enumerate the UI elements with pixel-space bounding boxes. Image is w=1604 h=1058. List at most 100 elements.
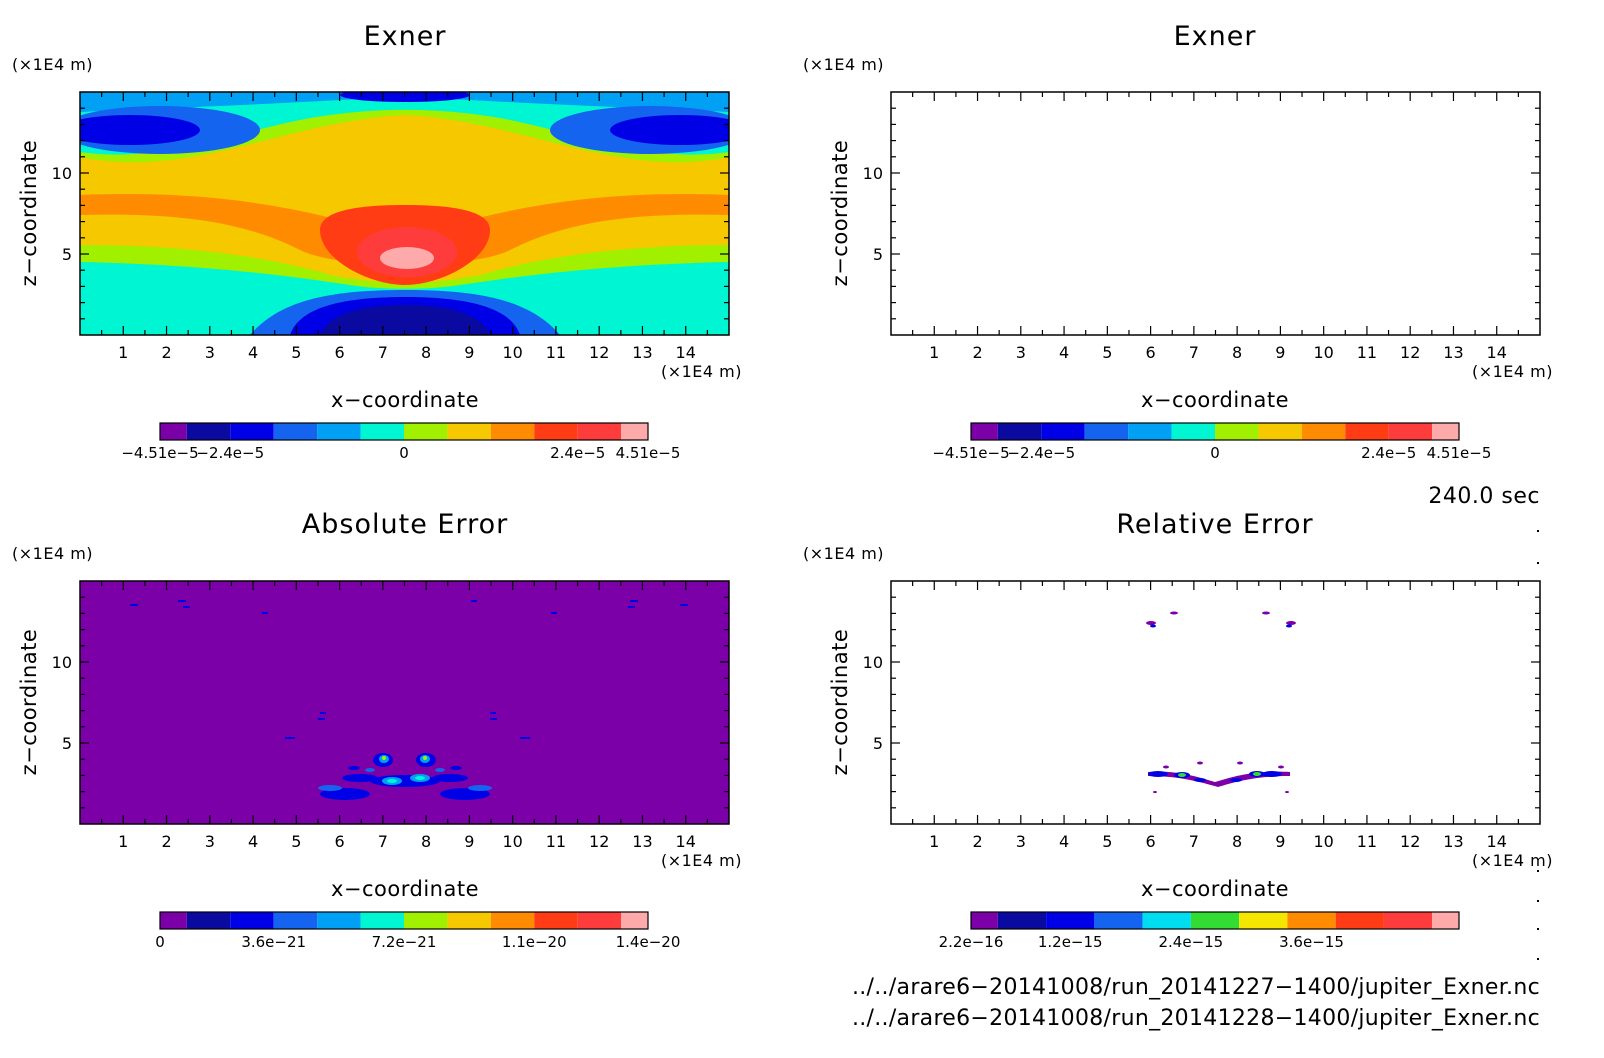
colorbar-swatch [997,423,1042,440]
contour-band [380,247,434,269]
colorbar-swatch [273,912,318,929]
x-tick-label: 4 [1059,832,1069,851]
colorbar-swatch [273,423,318,440]
x-tick-label: 6 [1146,832,1156,851]
contour-band [80,115,200,145]
panel-title: Exner [364,21,447,52]
colorbar-swatch [1345,423,1389,440]
z-tick-label: 10 [863,164,883,183]
axis-ticks [891,581,1540,824]
colorbar-label: 2.4e−5 [550,444,605,462]
colorbar-swatch [1041,423,1085,440]
x-tick-label: 1 [929,343,939,362]
x-tick-label: 5 [291,343,301,362]
x-tick-label: 4 [1059,343,1069,362]
colorbar-swatch [1239,912,1288,929]
colorbar-swatch [971,423,998,440]
z-axis-label: z−coordinate [17,140,41,287]
contour-band [871,106,1071,154]
colorbar-swatch [1215,423,1259,440]
z-tick-label: 5 [62,734,72,753]
colorbar-label: −2.4e−5 [1007,444,1075,462]
colorbar-label: −2.4e−5 [196,444,264,462]
colorbar: 2.2e−16 1.2e−15 2.4e−15 3.6e−15 [939,911,1460,951]
z-tick-labels: 5 10 [863,653,883,753]
axis-ticks [80,581,729,824]
contour-band [891,92,1540,162]
x-tick-label: 14 [676,343,696,362]
x-tick-label: 13 [632,832,652,851]
x-tick-label: 14 [1487,343,1507,362]
colorbar-label: 4.51e−5 [1427,444,1492,462]
x-tick-label: 9 [464,343,474,362]
x-tick-label: 6 [1146,343,1156,362]
z-axis-label: z−coordinate [828,140,852,287]
colorbar-swatch [490,912,535,929]
contour-band [80,92,729,155]
panel-exner-left: Exner (×1E4 m) 1 2 3 4 5 6 7 8 9 10 11 12 13 14 510 [12,21,742,462]
x-tick-label: 12 [589,343,609,362]
colorbar-swatch [534,912,578,929]
colorbar-swatch [1171,423,1215,440]
colorbar-swatch [997,912,1047,929]
z-tick-label: 10 [863,653,883,672]
x-tick-label: 11 [546,832,566,851]
z-unit-label: (×1E4 m) [803,55,884,74]
colorbar-swatch [230,912,274,929]
x-tick-label: 12 [589,832,609,851]
x-tick-label: 7 [1189,832,1199,851]
colorbar: −4.51e−5−2.4e−5 0 2.4e−5 4.51e−5 [121,422,680,462]
colorbar-swatch [1190,912,1240,929]
colorbar-swatch [621,423,648,440]
x-tick-label: 6 [335,832,345,851]
z-tick-label: 5 [62,245,72,264]
colorbar-frame [159,911,649,930]
panel-title: Exner [1174,21,1257,52]
x-tick-label: 11 [1357,832,1377,851]
x-tick-label: 8 [421,343,431,362]
z-tick-labels: 5 10 [863,164,883,264]
error-specks [130,600,688,739]
x-tick-label: 9 [1275,832,1285,851]
x-tick-label: 5 [1102,343,1112,362]
colorbar-swatch [534,423,578,440]
colorbar-swatch [404,423,448,440]
x-tick-labels: 1 2 3 4 5 6 7 8 9 10 11 12 13 14 [118,343,696,362]
x-axis-label: x−coordinate [331,877,479,901]
colorbar-label: 2.4e−15 [1158,933,1223,951]
colorbar-label: 7.2e−21 [372,933,437,951]
x-tick-label: 4 [248,343,258,362]
time-label: 240.0 sec [1428,484,1540,509]
x-tick-label: 1 [929,832,939,851]
contour-band [80,92,729,112]
x-tick-label: 3 [1016,832,1026,851]
colorbar-swatch [1128,423,1172,440]
contour-band [891,92,1540,335]
panel-relative-error: Relative Error (×1E4 m) [803,509,1553,951]
z-tick-label: 5 [873,245,883,264]
x-tick-label: 3 [205,343,215,362]
colorbar-swatch [447,912,491,929]
x-tick-label: 2 [161,832,171,851]
panel-exner-right: Exner (×1E4 m) 1 2 3 4 5 6 7 8 9 10 11 12 13 14 510 [803,21,1553,462]
x-tick-label: 5 [291,832,301,851]
z-axis-label: z−coordinate [828,629,852,776]
x-tick-label: 2 [972,832,982,851]
x-tick-label: 5 [1102,832,1112,851]
colorbar-swatch [317,423,361,440]
colorbar-swatch [404,912,448,929]
x-tick-label: 6 [335,343,345,362]
x-tick-label: 8 [1232,343,1242,362]
x-tick-labels: 1 2 3 4 5 6 7 8 9 10 11 12 13 14 [118,832,696,851]
colorbar-swatch [1335,912,1384,929]
x-axis-label: x−coordinate [1141,877,1289,901]
x-tick-label: 13 [1443,343,1463,362]
colorbar-swatch [160,423,187,440]
z-tick-labels: 5 10 [52,164,72,264]
z-tick-label: 5 [873,734,883,753]
contour-field [891,581,1540,824]
z-tick-label: 10 [52,653,72,672]
x-tick-label: 10 [502,832,522,851]
colorbar-swatch [360,912,404,929]
